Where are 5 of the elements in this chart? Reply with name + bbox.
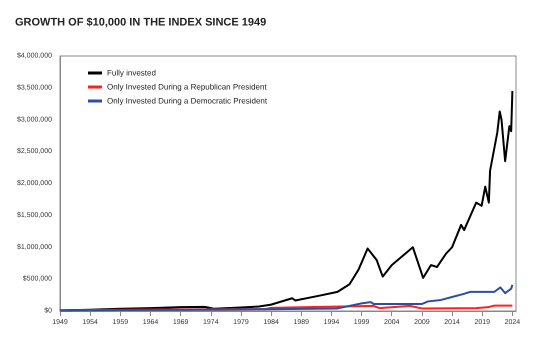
legend-label: Fully invested [107,68,156,78]
legend-label: Only Invested During a Republican President [107,82,268,92]
line-series [59,284,514,312]
legend-label: Only Invested During a Democratic President [107,96,268,106]
chart-title: GROWTH OF $10,000 IN THE INDEX SINCE 1949 [15,16,266,28]
